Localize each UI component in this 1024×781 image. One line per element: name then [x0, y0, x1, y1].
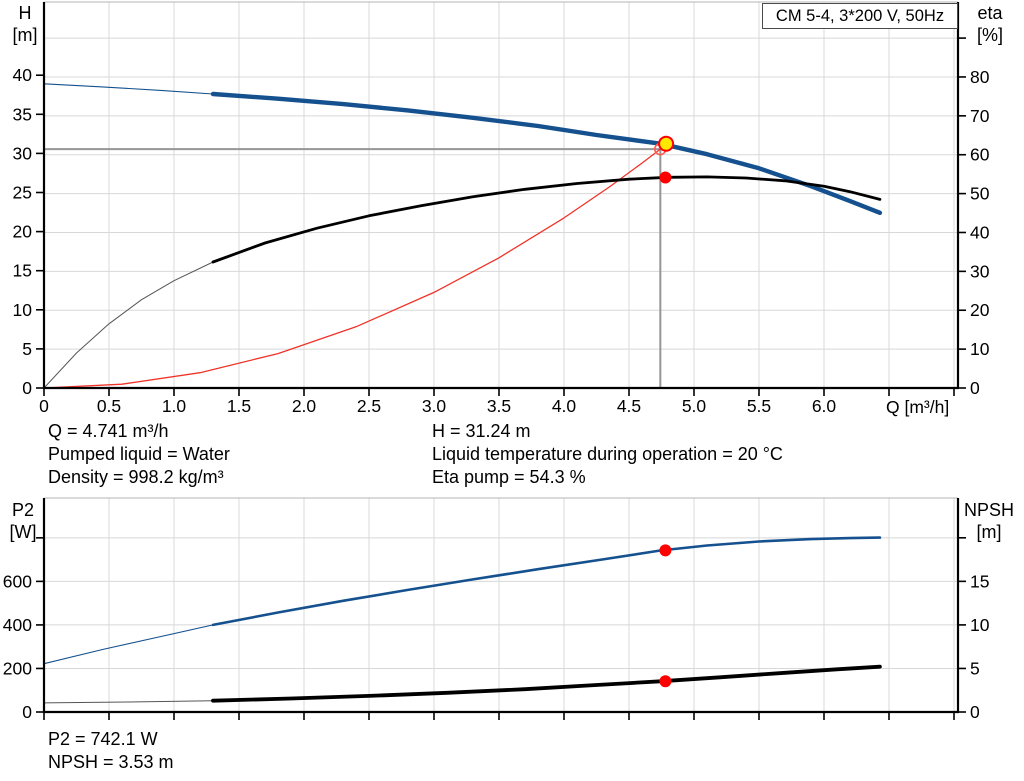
p2-axis-title-unit: [W]	[9, 522, 37, 542]
h-axis-title-symbol: H	[18, 3, 32, 23]
x-tick-label: 4.5	[617, 396, 641, 416]
y-left-tick-label: 30	[13, 143, 33, 163]
npsh-curve	[211, 664, 882, 703]
y-right-tick-label: 10	[970, 615, 990, 635]
x-tick-label: 1.0	[162, 396, 187, 416]
x-tick-label: 6.0	[812, 396, 837, 416]
x-tick-label: 2.0	[292, 396, 317, 416]
hq-eta-chart-plot-area[interactable]	[44, 2, 958, 388]
x-tick-label: 2.5	[357, 396, 381, 416]
x-tick-label: 0.5	[97, 396, 121, 416]
duty-info-column-2: H = 31.24 m Liquid temperature during op…	[432, 420, 783, 489]
p2-curve-lead-in	[43, 624, 214, 665]
y-left-tick-label: 20	[13, 222, 33, 242]
system-curve	[43, 143, 667, 389]
info-head-line: H = 31.24 m	[432, 421, 531, 441]
y-right-tick-label: 15	[970, 571, 989, 591]
y-right-tick-label: 80	[970, 67, 990, 87]
x-tick-label: 5.0	[682, 396, 707, 416]
duty-point-marker[interactable]	[658, 135, 675, 152]
y-right-tick-label: 0	[970, 702, 980, 722]
y-left-tick-label: 25	[13, 183, 32, 203]
h-axis-title-unit: [m]	[12, 25, 38, 45]
y-left-tick-label: 35	[13, 104, 32, 124]
y-left-tick-label: 10	[13, 300, 33, 320]
h-axis-title: H [m]	[6, 2, 44, 46]
eta-operating-point-marker[interactable]	[659, 171, 672, 184]
y-left-tick-label: 40	[13, 65, 33, 85]
info-p2-line: P2 = 742.1 W	[48, 729, 158, 749]
q-axis-unit-label: Q [m³/h]	[886, 397, 950, 417]
info-density-line: Density = 998.2 kg/m³	[48, 467, 224, 487]
npsh-axis-title: NPSH [m]	[958, 499, 1020, 543]
y-right-tick-label: 30	[970, 261, 990, 281]
info-temperature-line: Liquid temperature during operation = 20…	[432, 444, 783, 464]
y-right-tick-label: 5	[970, 658, 980, 678]
y-right-tick-label: 70	[970, 106, 990, 126]
duty-info-column-1: Q = 4.741 m³/h Pumped liquid = Water Den…	[48, 420, 230, 489]
p2-npsh-chart-plot-area[interactable]	[44, 498, 958, 712]
npsh-axis-title-unit: [m]	[976, 522, 1002, 542]
y-right-tick-label: 50	[970, 184, 990, 204]
y-right-tick-label: 0	[970, 378, 980, 398]
y-left-tick-label: 0	[22, 702, 32, 722]
y-left-tick-label: 400	[3, 615, 32, 635]
info-npsh-line: NPSH = 3.53 m	[48, 752, 174, 772]
eta-curve-lead-in	[43, 261, 214, 389]
p2-axis-title-symbol: P2	[11, 500, 35, 520]
eta-curve	[211, 175, 882, 264]
eta-axis-title-symbol: eta	[977, 3, 1003, 23]
p2-curve	[211, 536, 882, 627]
x-tick-label: 4.0	[552, 396, 577, 416]
p2-axis-title: P2 [W]	[4, 499, 42, 543]
y-left-tick-label: 0	[22, 378, 32, 398]
y-left-tick-label: 15	[13, 261, 32, 281]
y-left-tick-label: 200	[3, 658, 32, 678]
power-npsh-info: P2 = 742.1 W NPSH = 3.53 m	[48, 728, 174, 774]
pump-model-box: CM 5-4, 3*200 V, 50Hz	[762, 3, 958, 29]
x-tick-label: 3.5	[487, 396, 511, 416]
y-right-tick-label: 20	[970, 300, 990, 320]
p2-operating-point-marker[interactable]	[659, 544, 672, 557]
y-right-tick-label: 10	[970, 339, 990, 359]
x-tick-label: 3.0	[422, 396, 447, 416]
pump-curve-lead-in	[43, 83, 214, 95]
x-tick-label: 5.5	[747, 396, 771, 416]
npsh-axis-title-symbol: NPSH	[963, 500, 1014, 520]
x-tick-label: 1.5	[227, 396, 251, 416]
y-right-tick-label: 60	[970, 145, 990, 165]
y-left-tick-label: 5	[22, 339, 32, 359]
eta-axis-title-unit: [%]	[976, 25, 1003, 45]
y-right-tick-label: 40	[970, 222, 990, 242]
npsh-curve-lead-in	[43, 700, 214, 704]
pump-curve	[210, 91, 883, 216]
y-left-tick-label: 600	[3, 571, 32, 591]
eta-axis-title: eta [%]	[963, 2, 1017, 46]
npsh-operating-point-marker[interactable]	[659, 675, 672, 688]
info-eta-line: Eta pump = 54.3 %	[432, 467, 586, 487]
info-flow-line: Q = 4.741 m³/h	[48, 421, 169, 441]
info-liquid-line: Pumped liquid = Water	[48, 444, 230, 464]
x-tick-label: 0	[39, 396, 49, 416]
